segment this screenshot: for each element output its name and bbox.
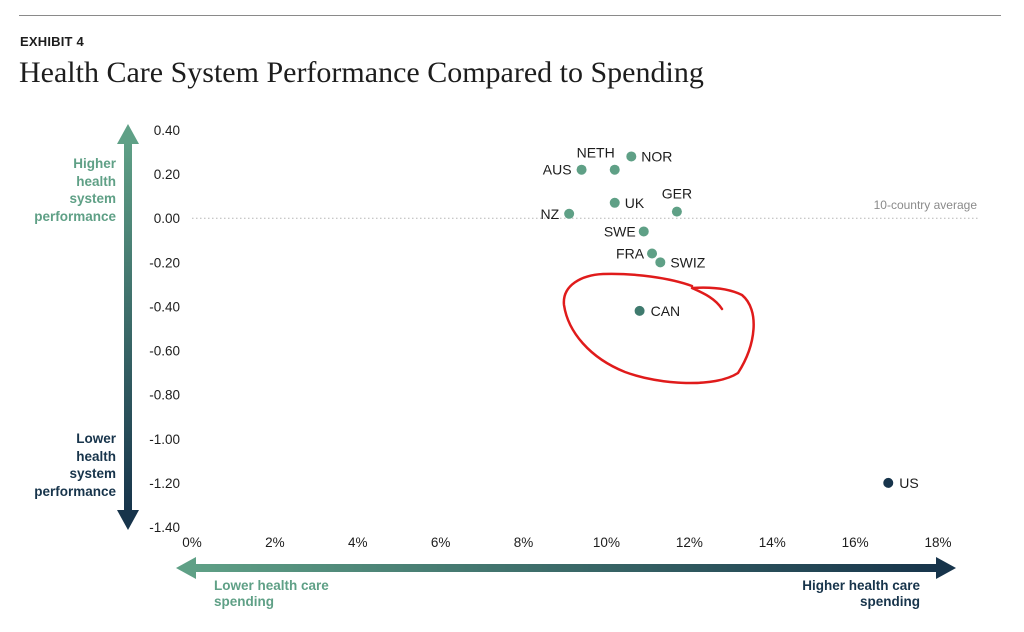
y-tick-label: -0.20 (149, 255, 180, 270)
ten-country-average-label: 10-country average (874, 198, 978, 212)
point-aus (576, 164, 587, 175)
y-axis-low-label: Lower health system performance (6, 430, 116, 500)
chart-title: Health Care System Performance Compared … (19, 56, 704, 89)
y-low-line: system (69, 466, 116, 481)
x-tick-label: 12% (676, 535, 703, 550)
x-tick-label: 6% (431, 535, 451, 550)
y-tick-label: 0.20 (154, 167, 180, 182)
y-tick-label: -1.40 (149, 520, 180, 535)
point-uk (609, 197, 620, 208)
y-axis-arrow-shaft (124, 140, 132, 512)
y-tick-labels: 0.40 0.20 0.00 -0.20 -0.40 -0.60 -0.80 -1.00 -1.… (149, 123, 180, 535)
y-high-line: performance (34, 208, 116, 224)
point-label-neth: NETH (577, 145, 615, 161)
y-tick-label: -1.00 (149, 432, 180, 447)
x-low-line: spending (214, 594, 274, 609)
x-high-line: spending (860, 594, 920, 609)
x-tick-label: 2% (265, 535, 285, 550)
point-ger (671, 206, 682, 217)
y-tick-label: -0.40 (149, 299, 180, 314)
data-points: NETH NOR AUS GER UK NZ SWE FRA SWIZ CAN US (540, 145, 918, 491)
y-tick-label: -1.20 (149, 476, 180, 491)
y-axis-arrow-head-up (117, 124, 139, 144)
x-tick-label: 8% (514, 535, 534, 550)
point-swiz (655, 257, 666, 268)
x-axis-low-label: Lower health care spending (214, 578, 329, 610)
y-high-line: Higher (73, 156, 116, 171)
point-label-ger: GER (662, 186, 692, 202)
x-tick-label: 16% (842, 535, 869, 550)
exhibit-label: EXHIBIT 4 (20, 34, 84, 49)
point-swe (638, 226, 649, 237)
point-label-swe: SWE (604, 223, 636, 239)
x-tick-labels: 0% 2% 4% 6% 8% 10% 12% 14% 16% 18% (182, 535, 951, 550)
point-label-aus: AUS (543, 162, 572, 178)
x-axis-arrow-shaft (192, 564, 938, 572)
x-tick-label: 18% (924, 535, 951, 550)
x-low-line: Lower health care (214, 578, 329, 593)
top-rule (19, 15, 1001, 16)
point-label-swiz: SWIZ (670, 254, 705, 270)
point-us (883, 477, 894, 488)
x-tick-label: 10% (593, 535, 620, 550)
y-axis-high-label: Higher health system performance (6, 155, 116, 225)
y-low-line: performance (34, 483, 116, 499)
x-tick-label: 0% (182, 535, 202, 550)
point-label-nz: NZ (540, 206, 559, 222)
point-label-us: US (899, 475, 918, 491)
x-tick-label: 14% (759, 535, 786, 550)
red-annotation-circle (562, 272, 755, 385)
x-tick-label: 4% (348, 535, 368, 550)
y-low-line: health (76, 448, 116, 464)
point-label-uk: UK (625, 195, 645, 211)
point-fra (647, 248, 658, 259)
point-label-nor: NOR (641, 148, 672, 164)
y-axis-arrow-head-down (117, 510, 139, 530)
point-nor (626, 151, 637, 162)
point-nz (564, 208, 575, 219)
y-high-line: health (76, 173, 116, 189)
point-can (634, 305, 645, 316)
point-neth (609, 164, 620, 175)
y-high-line: system (69, 191, 116, 206)
y-tick-label: 0.00 (154, 211, 180, 226)
y-low-line: Lower (76, 431, 116, 446)
point-label-can: CAN (651, 303, 681, 319)
x-axis-arrow-head-left (176, 557, 196, 579)
y-tick-label: -0.80 (149, 388, 180, 403)
y-tick-label: 0.40 (154, 123, 180, 138)
x-high-line: Higher health care (802, 578, 920, 593)
x-axis-arrow-head-right (936, 557, 956, 579)
x-axis-high-label: Higher health care spending (760, 578, 920, 610)
y-tick-label: -0.60 (149, 344, 180, 359)
point-label-fra: FRA (616, 246, 645, 262)
